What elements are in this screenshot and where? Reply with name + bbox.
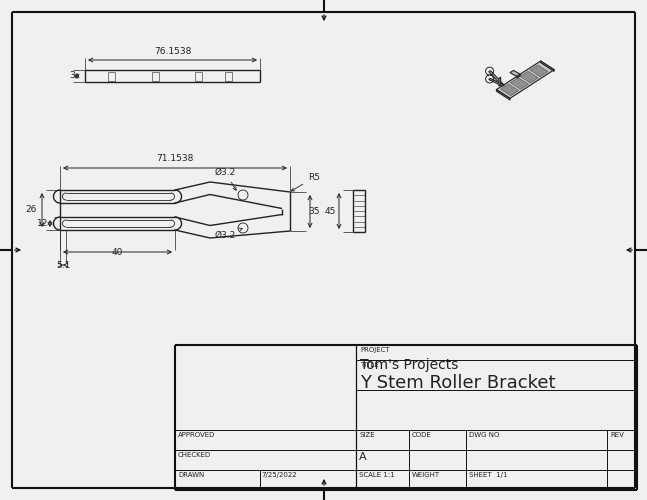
Polygon shape (496, 61, 554, 98)
Text: A: A (359, 452, 367, 462)
Text: 26: 26 (26, 206, 37, 214)
Text: 3: 3 (69, 72, 75, 80)
Text: CHECKED: CHECKED (178, 452, 212, 458)
Text: 7/25/2022: 7/25/2022 (261, 472, 296, 478)
Polygon shape (541, 61, 554, 72)
Polygon shape (496, 90, 510, 100)
Text: 71.1538: 71.1538 (157, 154, 193, 163)
Text: WEIGHT: WEIGHT (412, 472, 440, 478)
Polygon shape (499, 77, 501, 86)
Text: DRAWN: DRAWN (178, 472, 204, 478)
Polygon shape (488, 70, 504, 86)
Text: R5: R5 (291, 173, 320, 191)
Text: PROJECT: PROJECT (360, 347, 389, 353)
Polygon shape (510, 78, 529, 90)
Text: REV: REV (610, 432, 624, 438)
Polygon shape (501, 84, 519, 96)
Polygon shape (517, 74, 520, 78)
Text: Ø3.2: Ø3.2 (215, 228, 242, 240)
Polygon shape (488, 78, 504, 86)
Text: APPROVED: APPROVED (178, 432, 215, 438)
Polygon shape (530, 65, 548, 76)
Text: 76.1538: 76.1538 (154, 47, 191, 56)
Text: DWG NO: DWG NO (469, 432, 499, 438)
Text: 40: 40 (112, 248, 123, 257)
Text: Ø3.2: Ø3.2 (215, 168, 236, 190)
Text: 5.1: 5.1 (56, 261, 70, 270)
Polygon shape (520, 72, 538, 83)
Text: 12: 12 (37, 219, 48, 228)
Text: SCALE 1:1: SCALE 1:1 (359, 472, 395, 478)
Text: TITLE: TITLE (360, 362, 378, 368)
Text: 35: 35 (309, 207, 320, 216)
Text: SIZE: SIZE (359, 432, 375, 438)
Text: Tom's Projects: Tom's Projects (360, 358, 458, 372)
Polygon shape (510, 70, 520, 76)
Text: SHEET  1/1: SHEET 1/1 (469, 472, 507, 478)
Text: Y Stem Roller Bracket: Y Stem Roller Bracket (360, 374, 556, 392)
Text: 45: 45 (325, 206, 336, 216)
Text: CODE: CODE (412, 432, 432, 438)
